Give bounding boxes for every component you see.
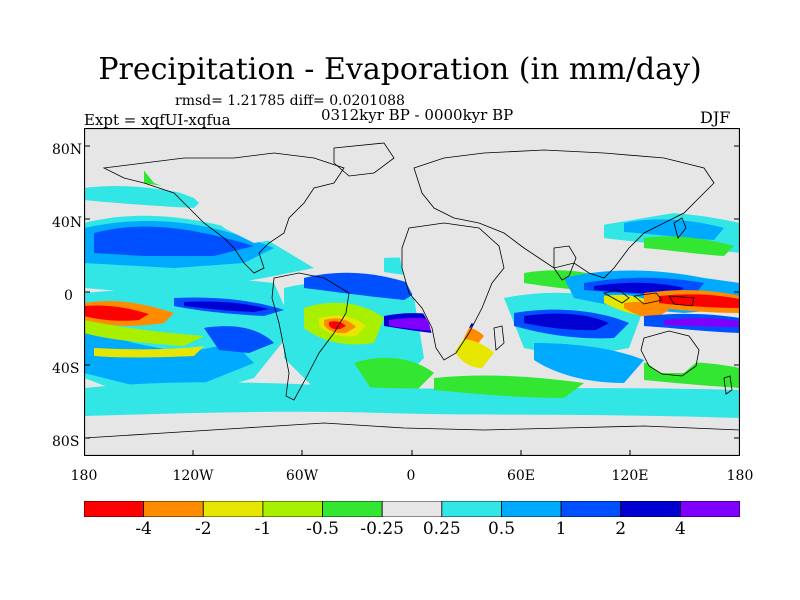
x-tick-120e: 120E — [611, 468, 649, 484]
y-tick-40n: 40N — [52, 215, 83, 231]
colorbar-swatch — [381, 501, 443, 517]
colorbar — [84, 501, 740, 517]
colorbar-label: 4 — [674, 519, 686, 539]
colorbar-label: -2 — [195, 519, 212, 539]
colorbar-label: -1 — [254, 519, 272, 539]
colorbar-swatch — [620, 501, 681, 517]
coastlines — [84, 142, 740, 439]
axis-ticks — [84, 145, 740, 456]
world-map — [84, 128, 740, 456]
season-label: DJF — [700, 108, 731, 127]
colorbar-swatch — [262, 501, 323, 517]
x-tick-180e: 180 — [726, 468, 754, 484]
colorbar-swatch — [560, 501, 622, 517]
colorbar-label: 1 — [555, 519, 567, 539]
map-title: Precipitation - Evaporation (in mm/day) — [98, 52, 702, 87]
colorbar-label: -0.5 — [306, 519, 339, 539]
pe-field — [84, 153, 740, 418]
x-tick-120w: 120W — [172, 468, 214, 484]
colorbar-swatch — [143, 501, 204, 517]
statistics-text: rmsd= 1.21785 diff= 0.0201088 — [175, 93, 405, 109]
x-tick-60w: 60W — [285, 468, 319, 484]
colorbar-label: -4 — [135, 519, 152, 539]
y-tick-0: 0 — [64, 288, 73, 304]
y-tick-80n: 80N — [52, 142, 83, 158]
period-label: 0312kyr BP - 0000kyr BP — [321, 106, 514, 124]
y-tick-40s: 40S — [52, 361, 80, 377]
colorbar-swatch — [84, 501, 145, 517]
colorbar-swatch — [441, 501, 502, 517]
colorbar-swatch — [679, 501, 740, 517]
colorbar-label: 2 — [615, 519, 627, 539]
colorbar-swatch — [501, 501, 562, 517]
y-tick-80s: 80S — [52, 434, 80, 450]
colorbar-label: 0.5 — [487, 519, 516, 539]
x-tick-60e: 60E — [506, 468, 536, 484]
colorbar-label: -0.25 — [360, 519, 404, 539]
x-tick-180w: 180 — [70, 468, 98, 484]
x-tick-0: 0 — [406, 468, 416, 484]
colorbar-swatch — [322, 501, 383, 517]
colorbar-swatch — [202, 501, 264, 517]
experiment-label: Expt = xqfUI-xqfua — [84, 111, 231, 129]
colorbar-label: 0.25 — [422, 519, 461, 539]
